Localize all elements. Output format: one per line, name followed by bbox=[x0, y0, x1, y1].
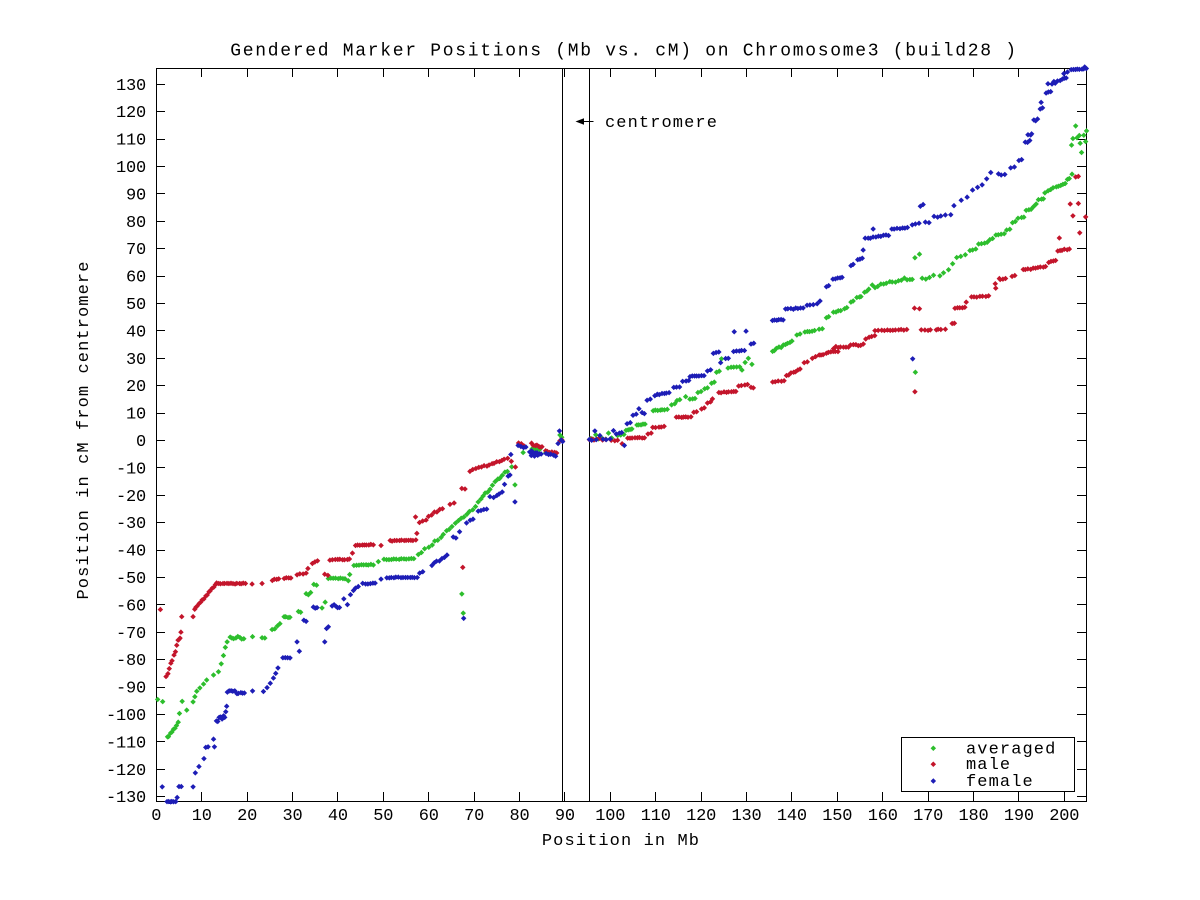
svg-text:centromere: centromere bbox=[605, 114, 718, 133]
svg-text:-40: -40 bbox=[116, 543, 146, 562]
svg-text:170: 170 bbox=[913, 807, 943, 826]
svg-text:-130: -130 bbox=[106, 789, 146, 808]
svg-text:70: 70 bbox=[126, 241, 146, 260]
svg-text:-20: -20 bbox=[116, 488, 146, 507]
svg-text:120: 120 bbox=[686, 807, 716, 826]
svg-text:60: 60 bbox=[126, 269, 146, 288]
svg-text:-120: -120 bbox=[106, 762, 146, 781]
svg-text:190: 190 bbox=[1004, 807, 1034, 826]
svg-text:110: 110 bbox=[641, 807, 671, 826]
svg-text:160: 160 bbox=[868, 807, 898, 826]
svg-text:100: 100 bbox=[116, 159, 146, 178]
svg-text:100: 100 bbox=[595, 807, 625, 826]
svg-text:40: 40 bbox=[126, 323, 146, 342]
svg-text:Position in Mb: Position in Mb bbox=[542, 832, 700, 851]
svg-text:-10: -10 bbox=[116, 460, 146, 479]
svg-text:0: 0 bbox=[136, 433, 146, 452]
svg-text:averaged: averaged bbox=[966, 740, 1056, 759]
svg-text:30: 30 bbox=[126, 351, 146, 370]
svg-text:50: 50 bbox=[373, 807, 393, 826]
svg-text:30: 30 bbox=[282, 807, 302, 826]
svg-text:120: 120 bbox=[116, 104, 146, 123]
svg-text:Gendered Marker Positions (Mb: Gendered Marker Positions (Mb vs. cM) on… bbox=[230, 42, 1018, 62]
svg-text:130: 130 bbox=[731, 807, 761, 826]
svg-text:90: 90 bbox=[555, 807, 575, 826]
svg-text:-80: -80 bbox=[116, 652, 146, 671]
svg-text:20: 20 bbox=[237, 807, 257, 826]
svg-text:20: 20 bbox=[126, 378, 146, 397]
svg-text:-50: -50 bbox=[116, 570, 146, 589]
svg-text:-30: -30 bbox=[116, 515, 146, 534]
svg-text:80: 80 bbox=[126, 214, 146, 233]
svg-text:-70: -70 bbox=[116, 625, 146, 644]
svg-text:180: 180 bbox=[958, 807, 988, 826]
svg-text:-100: -100 bbox=[106, 707, 146, 726]
svg-text:200: 200 bbox=[1049, 807, 1079, 826]
svg-text:male: male bbox=[966, 756, 1011, 775]
svg-text:60: 60 bbox=[419, 807, 439, 826]
svg-text:0: 0 bbox=[151, 807, 161, 826]
svg-text:90: 90 bbox=[126, 186, 146, 205]
svg-text:-60: -60 bbox=[116, 597, 146, 616]
svg-text:10: 10 bbox=[126, 406, 146, 425]
svg-text:110: 110 bbox=[116, 132, 146, 151]
svg-text:50: 50 bbox=[126, 296, 146, 315]
svg-text:Position in cM from centromere: Position in cM from centromere bbox=[75, 260, 94, 599]
svg-text:130: 130 bbox=[116, 77, 146, 96]
svg-text:150: 150 bbox=[822, 807, 852, 826]
svg-text:-90: -90 bbox=[116, 680, 146, 699]
svg-text:140: 140 bbox=[777, 807, 807, 826]
svg-text:-110: -110 bbox=[106, 734, 146, 753]
svg-text:10: 10 bbox=[192, 807, 212, 826]
svg-text:40: 40 bbox=[328, 807, 348, 826]
svg-text:female: female bbox=[966, 773, 1034, 792]
svg-text:80: 80 bbox=[509, 807, 529, 826]
svg-text:70: 70 bbox=[464, 807, 484, 826]
